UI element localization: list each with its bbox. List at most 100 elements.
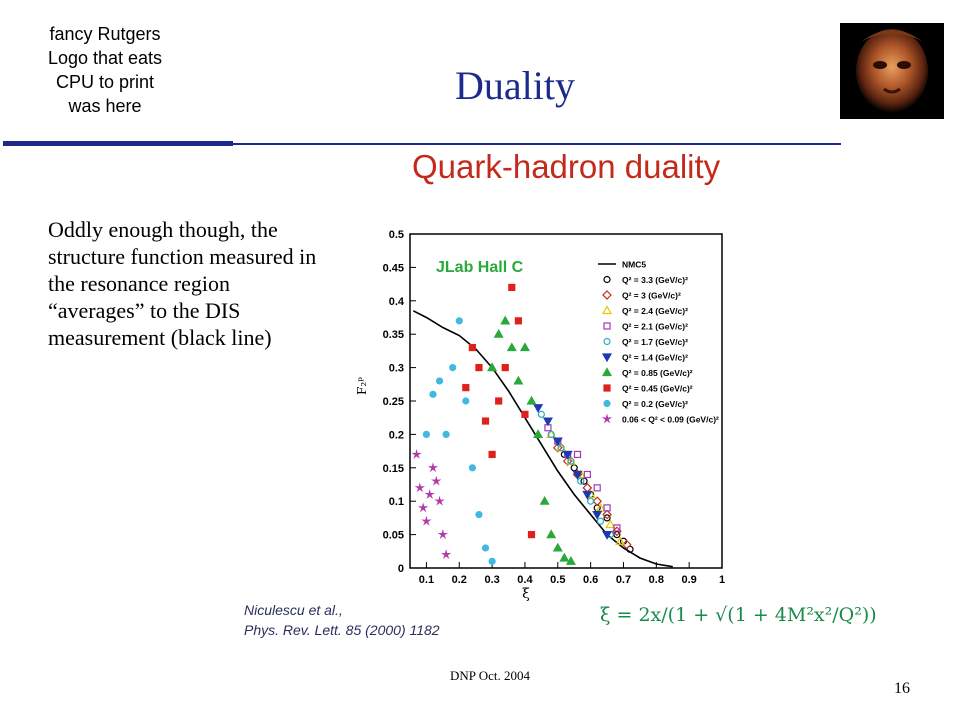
data-point [462, 384, 470, 392]
title-rule-thick [3, 141, 233, 146]
slide-title: Duality [455, 63, 575, 108]
data-point [596, 517, 605, 525]
x-tick-label: 0.2 [452, 574, 467, 586]
x-tick-label: 0.9 [682, 574, 697, 586]
data-point [519, 342, 530, 352]
x-axis-label: ξ [522, 586, 530, 601]
title-rule-thin [233, 143, 841, 145]
x-tick-label: 0.1 [419, 574, 434, 586]
data-point [533, 429, 544, 438]
series-nmc5-line [412, 310, 673, 568]
legend-label: Q² = 0.45 (GeV/c)² [622, 384, 693, 394]
data-point [481, 417, 490, 425]
data-point [434, 495, 445, 506]
data-point [626, 545, 634, 553]
data-point [417, 502, 429, 513]
x-tick-label: 0.5 [550, 574, 565, 586]
data-point [481, 544, 490, 552]
legend-marker [603, 275, 611, 284]
data-point [582, 490, 593, 500]
data-point [580, 477, 588, 485]
data-point [513, 375, 524, 385]
duality-chart: 0.1 0.2 0.3 0.4 0.5 0.6 0.7 0.8 0.9 1 0 0.05 0.1 0.15… [355, 229, 725, 601]
data-point [583, 470, 591, 479]
data-point [422, 430, 431, 438]
data-point [431, 475, 442, 486]
data-point [514, 317, 522, 325]
data-point [429, 390, 437, 398]
data-point [437, 529, 449, 540]
data-point [577, 477, 585, 485]
data-point [605, 519, 616, 529]
y-tick-label: 0.25 [383, 396, 404, 408]
data-point [427, 462, 439, 473]
page-number: 16 [894, 680, 910, 697]
data-point [562, 456, 573, 466]
data-point [539, 495, 550, 505]
legend-marker [603, 384, 611, 392]
data-point [440, 549, 452, 560]
data-point [572, 470, 583, 480]
data-point [521, 410, 529, 418]
x-tick-label: 1 [719, 574, 725, 586]
data-point [542, 417, 553, 427]
data-point [552, 542, 563, 552]
legend-marker [602, 290, 612, 300]
x-tick-label: 0.4 [517, 574, 533, 586]
x-tick-label: 0.3 [484, 574, 499, 586]
data-point [435, 377, 444, 385]
data-point [559, 552, 570, 562]
data-point [442, 430, 450, 438]
data-point [411, 448, 422, 459]
legend-label: 0.06 < Q² < 0.09 (GeV/c)² [622, 415, 719, 425]
data-point [449, 364, 457, 372]
y-tick-label: 0.05 [383, 530, 404, 542]
data-point [546, 529, 557, 539]
data-point [487, 362, 498, 372]
body-text: Oddly enough though, the structure funct… [48, 217, 317, 350]
legend-marker [601, 413, 613, 424]
data-point [495, 397, 503, 405]
data-point [526, 395, 537, 405]
data-point [475, 510, 483, 519]
footer-text: DNP Oct. 2004 [449, 668, 531, 683]
portrait-image [840, 23, 944, 119]
legend-label: Q² = 1.4 (GeV/c)² [622, 353, 688, 363]
data-point [615, 536, 626, 545]
data-point [414, 482, 426, 493]
legend-marker [601, 367, 613, 377]
legend-label: Q² = 2.4 (GeV/c)² [622, 306, 688, 316]
data-point [421, 515, 432, 526]
citation-journal: Phys. Rev. Lett. 85 (2000) 1182 [244, 622, 440, 638]
legend-label: Q² = 2.1 (GeV/c)² [622, 322, 688, 332]
data-point [603, 514, 611, 522]
data-point [468, 464, 477, 472]
data-point [527, 531, 536, 539]
legend-label: Q² = 3.3 (GeV/c)² [622, 275, 688, 285]
data-point [488, 557, 496, 565]
data-point [424, 489, 435, 499]
citation-authors: Niculescu et al., [244, 602, 343, 618]
data-point [462, 397, 470, 405]
data-point [547, 430, 555, 438]
data-point [552, 437, 563, 447]
data-point [573, 450, 582, 459]
y-tick-label: 0.35 [383, 329, 404, 341]
data-point [552, 442, 563, 453]
legend-label: Q² = 0.2 (GeV/c)² [622, 399, 688, 409]
data-point [595, 502, 606, 512]
data-point [501, 364, 509, 372]
y-tick-label: 0.4 [389, 296, 405, 308]
figure-title: Quark-hadron duality [412, 148, 721, 185]
y-tick-label: 0.15 [383, 463, 404, 475]
legend-label: Q² = 1.7 (GeV/c)² [622, 337, 688, 347]
data-point [602, 531, 613, 540]
chart-annotation: JLab Hall C [436, 259, 524, 276]
data-point [570, 464, 578, 472]
legend-label: NMC5 [622, 260, 646, 270]
data-point [468, 343, 477, 352]
y-tick-label: 0.45 [383, 262, 404, 274]
plot-frame [409, 233, 723, 569]
y-tick-label: 0.1 [389, 496, 404, 508]
data-point [592, 510, 603, 520]
